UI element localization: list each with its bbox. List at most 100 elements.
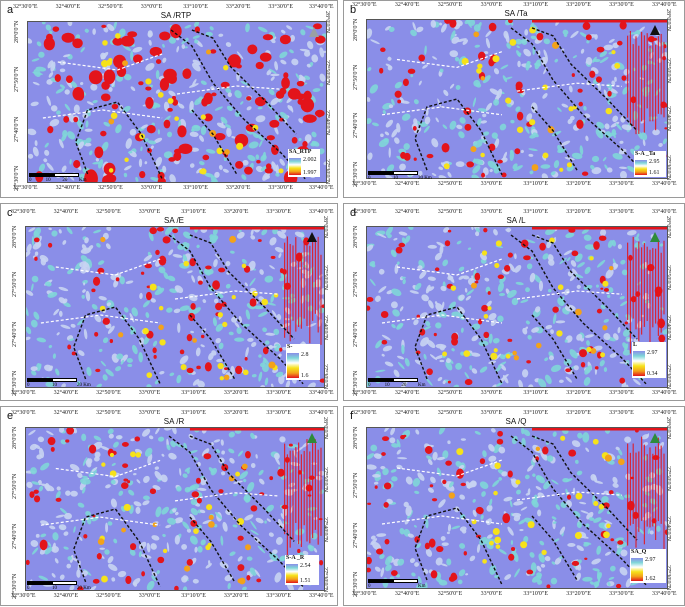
- texture-blob: [220, 116, 228, 124]
- texture-blob: [425, 284, 431, 294]
- texture-blob: [438, 166, 444, 170]
- red-anomaly: [479, 458, 486, 465]
- yellow-anomaly: [145, 78, 152, 85]
- texture-blob: [473, 24, 481, 32]
- legend: L 2.97 0.34: [632, 342, 666, 378]
- red-anomaly: [249, 299, 257, 307]
- texture-blob: [215, 293, 224, 299]
- texture-blob: [216, 122, 226, 129]
- yellow-anomaly: [158, 324, 164, 331]
- yellow-anomaly: [575, 308, 582, 316]
- red-anomaly: [144, 263, 152, 269]
- red-anomaly: [88, 70, 103, 85]
- texture-blob: [623, 68, 630, 76]
- texture-blob: [319, 82, 324, 87]
- texture-blob: [72, 557, 78, 562]
- texture-blob: [63, 546, 69, 550]
- texture-blob: [33, 69, 41, 78]
- texture-blob: [232, 524, 238, 528]
- texture-blob: [280, 59, 287, 65]
- texture-blob: [294, 231, 305, 238]
- texture-blob: [268, 68, 277, 74]
- texture-blob: [143, 495, 150, 501]
- scale-segment: [29, 173, 54, 177]
- texture-blob: [106, 227, 112, 231]
- texture-blob: [608, 38, 615, 43]
- texture-blob: [236, 231, 245, 239]
- latitude-tick-left: 27°50'0"N: [353, 64, 359, 90]
- red-anomaly: [254, 96, 267, 107]
- red-anomaly: [568, 449, 577, 457]
- texture-blob: [612, 483, 619, 488]
- texture-blob: [60, 324, 71, 329]
- texture-blob: [323, 161, 326, 166]
- yellow-anomaly: [505, 97, 512, 104]
- stripe-artifact: [641, 247, 643, 335]
- texture-blob: [181, 576, 188, 583]
- longitude-tick-bottom: 32°50'0"E: [96, 390, 121, 396]
- texture-blob: [145, 62, 155, 71]
- red-anomaly: [607, 90, 612, 97]
- yellow-anomaly: [208, 514, 214, 520]
- texture-blob: [464, 287, 468, 293]
- texture-blob: [495, 365, 502, 373]
- map-canvas: [367, 20, 667, 178]
- texture-blob: [150, 177, 161, 182]
- texture-blob: [557, 144, 563, 153]
- yellow-anomaly: [602, 280, 609, 287]
- texture-blob: [415, 429, 420, 435]
- texture-blob: [67, 131, 76, 140]
- longitude-tick-bottom: 32°50'0"E: [437, 181, 463, 187]
- red-anomaly: [497, 159, 503, 164]
- texture-blob: [558, 379, 564, 384]
- longitude-tick-bottom: 32°50'0"E: [98, 185, 123, 191]
- red-anomaly: [608, 490, 614, 495]
- texture-blob: [376, 533, 387, 537]
- texture-blob: [545, 324, 553, 330]
- texture-blob: [664, 521, 667, 527]
- red-anomaly: [431, 498, 438, 502]
- texture-blob: [562, 29, 569, 35]
- texture-blob: [197, 487, 207, 491]
- latitude-tick-left: 27°30'0"N: [353, 161, 359, 187]
- texture-blob: [190, 507, 198, 516]
- texture-blob: [30, 467, 37, 475]
- texture-blob: [397, 457, 408, 460]
- red-anomaly: [173, 151, 182, 162]
- texture-blob: [442, 380, 446, 385]
- yellow-anomaly: [463, 350, 471, 357]
- yellow-anomaly: [108, 58, 113, 63]
- texture-blob: [226, 127, 232, 138]
- texture-blob: [76, 569, 81, 578]
- texture-blob: [478, 340, 489, 347]
- texture-blob: [247, 154, 256, 162]
- texture-blob: [619, 296, 625, 300]
- texture-blob: [551, 130, 562, 137]
- yellow-anomaly: [217, 362, 224, 370]
- texture-blob: [417, 170, 423, 177]
- red-anomaly: [269, 119, 280, 128]
- texture-blob: [98, 159, 104, 169]
- texture-blob: [411, 572, 416, 577]
- texture-blob: [488, 313, 497, 321]
- longitude-tick-bottom: 33°10'0"E: [523, 181, 549, 187]
- texture-blob: [176, 374, 182, 384]
- red-anomaly: [397, 99, 402, 104]
- texture-blob: [396, 261, 400, 266]
- structural-lineament: [510, 234, 647, 385]
- texture-blob: [280, 513, 285, 520]
- texture-blob: [80, 477, 91, 485]
- texture-blob: [104, 549, 110, 555]
- red-anomaly: [201, 97, 209, 107]
- texture-blob: [386, 498, 393, 504]
- texture-blob: [256, 134, 264, 141]
- texture-blob: [47, 264, 56, 271]
- texture-blob: [538, 280, 544, 292]
- texture-blob: [221, 450, 225, 455]
- scale-bar: [27, 378, 77, 382]
- red-anomaly: [133, 54, 143, 64]
- texture-blob: [642, 139, 646, 147]
- red-anomaly: [367, 556, 372, 565]
- longitude-tick-top: 32°30'0"E: [352, 209, 377, 215]
- anomaly-map: [366, 19, 668, 179]
